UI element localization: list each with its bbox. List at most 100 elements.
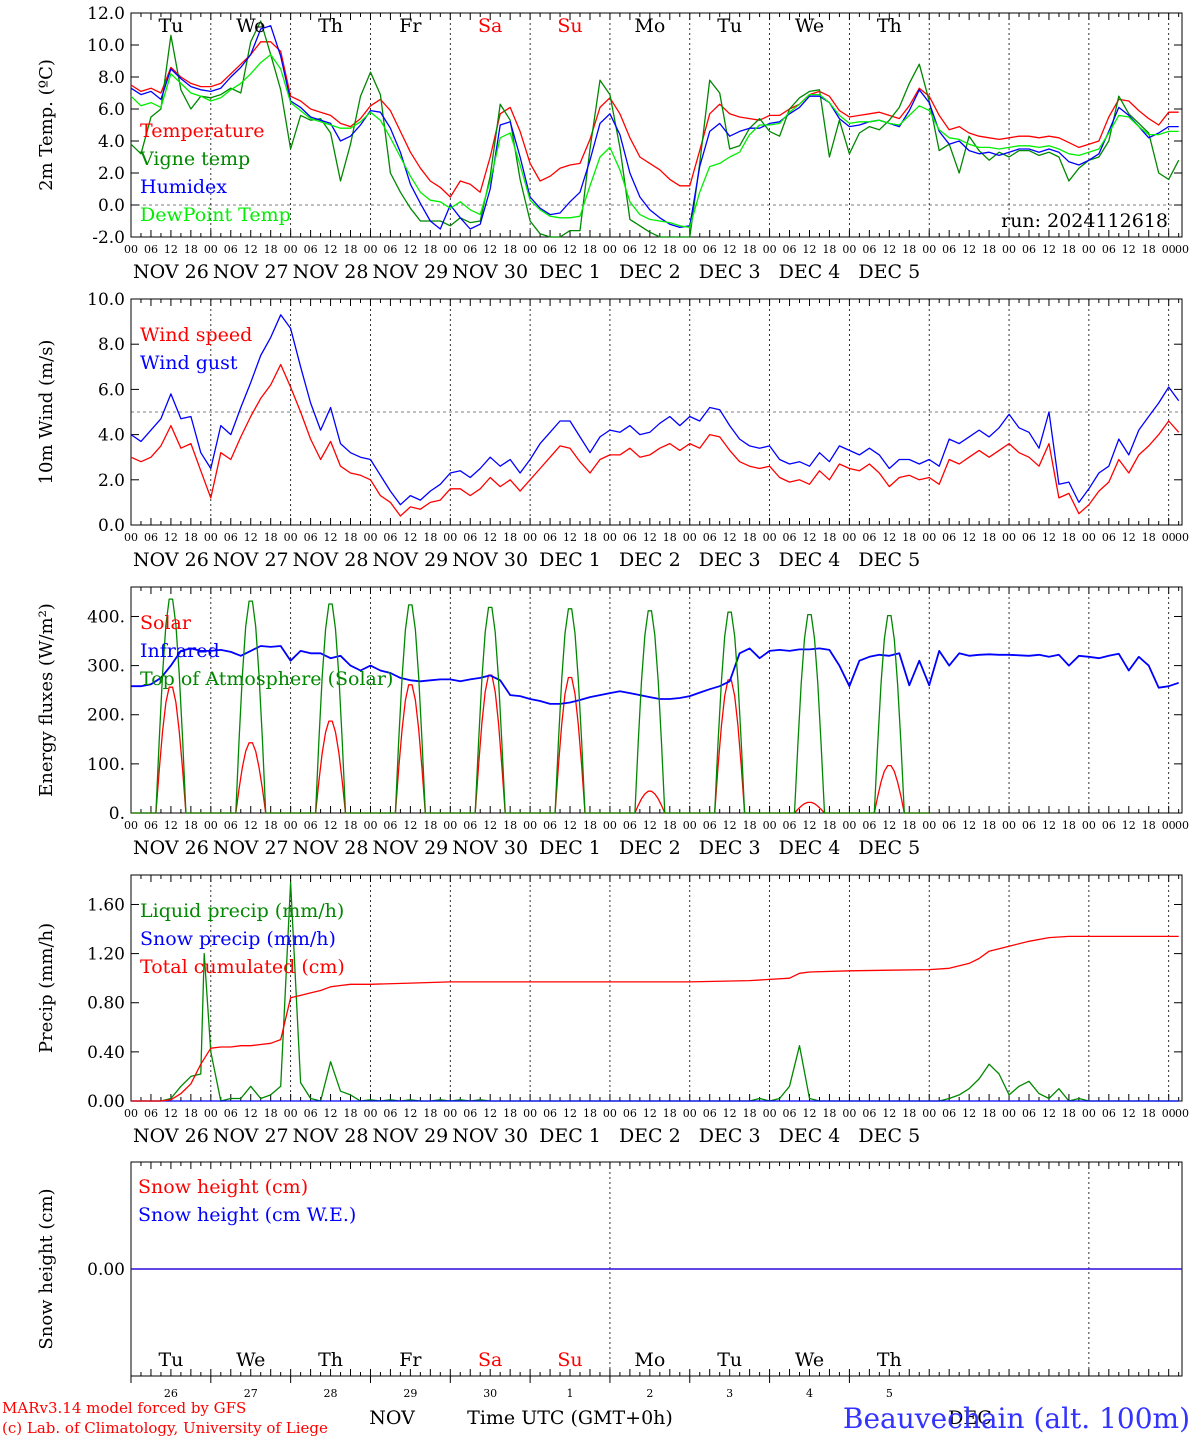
- day-name-label: Tu: [158, 1349, 183, 1371]
- date-label: DEC 1: [539, 549, 601, 571]
- series-line-infrared: [131, 645, 1179, 705]
- day-name-label: Sa: [478, 15, 502, 37]
- hour-tick-label: 06: [862, 243, 876, 256]
- day-name-label: Tu: [717, 15, 742, 37]
- y-tick-label: 0.80: [87, 994, 125, 1014]
- hour-tick-label: 18: [184, 531, 198, 544]
- hour-tick-label: 12: [563, 243, 577, 256]
- hour-tick-label: 12: [1042, 531, 1056, 544]
- hour-tick-label: 12: [962, 243, 976, 256]
- hour-tick-label: 18: [344, 531, 358, 544]
- hour-tick-label: 18: [822, 531, 836, 544]
- y-tick-label: 6.0: [98, 100, 125, 120]
- hour-tick-label: 12: [483, 1107, 497, 1120]
- hour-tick-label: 18: [663, 819, 677, 832]
- hour-tick-label: 06: [383, 819, 397, 832]
- hour-tick-label: 12: [403, 531, 417, 544]
- day-name-label: Fr: [399, 1349, 422, 1371]
- hour-tick-label: 06: [942, 243, 956, 256]
- y-tick-label: -2.0: [92, 228, 125, 248]
- hour-tick-label: 18: [822, 819, 836, 832]
- day-name-label: Mo: [634, 1349, 665, 1371]
- hour-tick-label: 12: [244, 819, 258, 832]
- hour-tick-label: 00: [842, 243, 856, 256]
- hour-tick-label: 18: [663, 243, 677, 256]
- location-title: Beauvechain (alt. 100m): [843, 1402, 1190, 1435]
- hour-tick-label: 00: [842, 819, 856, 832]
- hour-tick-label: 06: [144, 819, 158, 832]
- hour-tick-label: 00: [922, 1107, 936, 1120]
- hour-tick-label: 12: [563, 819, 577, 832]
- date-label: NOV 29: [372, 837, 448, 859]
- hour-tick-label: 06: [623, 531, 637, 544]
- day-name-label: Tu: [158, 15, 183, 37]
- hour-tick-label: 06: [463, 1107, 477, 1120]
- hour-tick-label: 12: [643, 819, 657, 832]
- y-tick-label: 6.0: [98, 380, 125, 400]
- legend-entry: Vigne temp: [139, 148, 250, 170]
- legend-entry: Top of Atmosphere (Solar): [140, 668, 393, 690]
- date-label: NOV 26: [133, 261, 209, 283]
- hour-tick-label: 12: [962, 819, 976, 832]
- hour-tick-label: 12: [1042, 819, 1056, 832]
- y-axis-label: Energy fluxes (W/m²): [36, 603, 57, 797]
- hour-tick-label: 12: [643, 243, 657, 256]
- hour-tick-label: 06: [304, 531, 318, 544]
- series-line-top-of-atmosphere-solar-: [131, 598, 930, 814]
- hour-tick-label: 18: [1142, 1107, 1156, 1120]
- y-tick-label: 1.20: [87, 945, 125, 965]
- hour-tick-label: 06: [623, 243, 637, 256]
- date-label: NOV 26: [133, 837, 209, 859]
- series-line-wind-gust: [130, 314, 1180, 506]
- day-number-label: 26: [164, 1387, 178, 1400]
- date-label: NOV 27: [213, 837, 289, 859]
- y-tick-label: 300.: [87, 657, 125, 677]
- date-label: DEC 1: [539, 1125, 601, 1147]
- hour-tick-label: 12: [962, 531, 976, 544]
- plot-frame: [130, 586, 1183, 814]
- y-tick-label: 10.0: [87, 36, 125, 56]
- hour-tick-label: 18: [344, 819, 358, 832]
- day-name-label: We: [795, 1349, 824, 1371]
- hour-tick-label: 18: [583, 243, 597, 256]
- day-name-label: Tu: [717, 1349, 742, 1371]
- date-label: DEC 2: [619, 261, 681, 283]
- day-name-label: Th: [318, 15, 343, 37]
- legend-entry: Total cumulated (cm): [140, 956, 345, 978]
- y-tick-label: 0.0: [98, 196, 125, 216]
- chart-panel-2: 0.0 2.0 4.0 6.0 8.0 10.0 10m Wind (m/s) Wind sp…: [36, 290, 1189, 571]
- y-tick-label: 8.0: [98, 68, 125, 88]
- hour-tick-label: 18: [423, 819, 437, 832]
- hour-tick-label: 06: [543, 243, 557, 256]
- hour-tick-label: 12: [643, 1107, 657, 1120]
- day-name-label: Su: [557, 15, 582, 37]
- hour-tick-label: 06: [1102, 531, 1116, 544]
- hour-tick-label: 06: [543, 819, 557, 832]
- hour-tick-label: 18: [344, 243, 358, 256]
- date-label: NOV 28: [293, 261, 369, 283]
- hour-tick-label: 00: [763, 819, 777, 832]
- hour-tick-label: 00: [1082, 531, 1096, 544]
- hour-tick-label: 00: [603, 243, 617, 256]
- hour-tick-label: 18: [1142, 243, 1156, 256]
- date-label: NOV 29: [372, 549, 448, 571]
- hour-tick-label: 00: [204, 531, 218, 544]
- hour-tick-label: 12: [723, 531, 737, 544]
- hour-tick-label: 06: [942, 819, 956, 832]
- date-label: NOV 30: [452, 549, 528, 571]
- month-start-label: NOV: [369, 1407, 415, 1429]
- xaxis-title: Time UTC (GMT+0h): [467, 1407, 673, 1429]
- hour-tick-label: 12: [164, 1107, 178, 1120]
- hour-tick-label: 06: [383, 531, 397, 544]
- day-name-label: Th: [318, 1349, 343, 1371]
- legend-entry: Temperature: [140, 120, 264, 142]
- hour-tick-label: 06: [703, 819, 717, 832]
- hour-tick-label: 00: [922, 531, 936, 544]
- plot-frame: [130, 12, 1183, 238]
- hour-tick-label: 18: [583, 1107, 597, 1120]
- hour-tick-label: 12: [563, 1107, 577, 1120]
- date-label: DEC 3: [699, 1125, 761, 1147]
- hour-tick-label: 18: [982, 819, 996, 832]
- hour-tick-label: 12: [483, 819, 497, 832]
- hour-tick-label: 06: [304, 1107, 318, 1120]
